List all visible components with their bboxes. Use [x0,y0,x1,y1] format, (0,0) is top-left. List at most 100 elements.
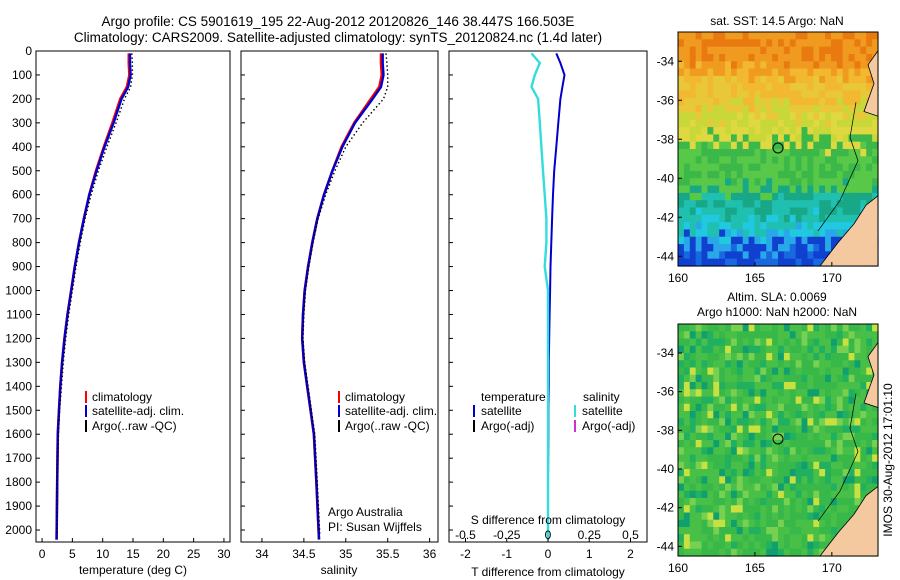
heatmap-cell [842,46,850,55]
heatmap-cell [742,141,750,150]
heatmap-cell [707,207,714,216]
heatmap-cell [736,389,744,398]
heatmap-cell [707,178,714,187]
heatmap-cell [736,53,744,62]
heatmap-cell [854,39,861,48]
heatmap-cell [819,396,826,405]
heatmap-cell [695,61,703,70]
heatmap-cell [854,83,861,92]
heatmap-cell [760,527,767,535]
heatmap-cell [848,476,856,485]
heatmap-cell [836,90,844,99]
heatmap-cell [778,447,785,456]
heatmap-cell [736,498,744,506]
heatmap-cell [678,389,685,398]
heatmap-cell [695,46,703,55]
heatmap-cell [683,498,691,506]
heatmap-cell [778,68,785,77]
heatmap-cell [754,214,761,223]
heatmap-cell [707,46,714,55]
heatmap-cell [766,512,773,521]
heatmap-cell [736,360,744,369]
heatmap-cell [678,454,685,463]
heatmap-cell [813,534,820,543]
heatmap-cell [772,519,779,528]
heatmap-cell [819,389,826,398]
heatmap-cell [713,461,720,470]
heatmap-cell [813,498,820,506]
heatmap-cell [778,360,785,369]
heatmap-cell [813,476,820,485]
salinity-profile-lines [300,53,389,540]
heatmap-cell [807,324,814,332]
heatmap-cell [689,425,697,434]
heatmap-cell [866,32,873,40]
heatmap-cell [683,512,691,521]
heatmap-cell [754,425,761,434]
heatmap-cell [778,127,785,135]
heatmap-cell [801,97,809,106]
heatmap-cell [872,192,879,201]
heatmap-cell [695,432,703,441]
heatmap-cell [860,61,867,70]
heatmap-cell [842,83,850,92]
heatmap-cell [842,53,850,62]
heatmap-cell [730,90,738,99]
heatmap-cell [778,90,785,99]
heatmap-cell [689,119,697,128]
heatmap-cell [701,440,709,448]
heatmap-cell [789,440,797,448]
heatmap-cell [813,360,820,369]
heatmap-cell [766,127,773,135]
heatmap-cell [707,425,714,434]
heatmap-cell [725,134,732,143]
heatmap-cell [783,119,791,128]
heatmap-cell [866,75,873,84]
heatmap-cell [736,331,744,340]
heatmap-cell [801,374,809,383]
heatmap-cell [813,541,820,550]
heatmap-cell [795,527,803,535]
heatmap-cell [836,490,844,499]
heatmap-cell [730,432,738,441]
heatmap-cell [748,331,756,340]
heatmap-cell [760,331,767,340]
heatmap-cell [695,251,703,260]
heatmap-cell [742,83,750,92]
heatmap-cell [854,105,861,114]
heatmap-cell [848,75,856,84]
heatmap-cell [730,505,738,514]
heatmap-cell [736,353,744,361]
heatmap-cell [860,469,867,477]
heatmap-cell [789,324,797,332]
heatmap-cell [783,68,791,77]
heatmap-cell [713,75,720,84]
heatmap-cell [766,222,773,231]
heatmap-cell [778,185,785,194]
heatmap-cell [813,214,820,223]
heatmap-cell [819,519,826,528]
heatmap-cell [689,367,697,376]
legend-label-argo: Argo(..raw -QC) [92,419,177,433]
heatmap-cell [854,324,861,332]
heatmap-cell [689,141,697,150]
heatmap-cell [872,156,879,165]
heatmap-cell [736,418,744,427]
heatmap-cell [695,345,703,354]
heatmap-cell [713,345,720,354]
y-tick-label: 800 [12,236,32,250]
heatmap-cell [778,440,785,448]
heatmap-cell [754,61,761,70]
heatmap-cell [789,353,797,361]
heatmap-cell [683,244,691,252]
heatmap-cell [695,32,703,40]
heatmap-cell [813,418,820,427]
heatmap-cell [819,469,826,477]
heatmap-cell [866,454,873,463]
heatmap-cell [725,229,732,238]
heatmap-cell [736,483,744,492]
heatmap-cell [736,512,744,521]
heatmap-cell [819,32,826,40]
heatmap-cell [766,105,773,114]
heatmap-cell [760,476,767,485]
